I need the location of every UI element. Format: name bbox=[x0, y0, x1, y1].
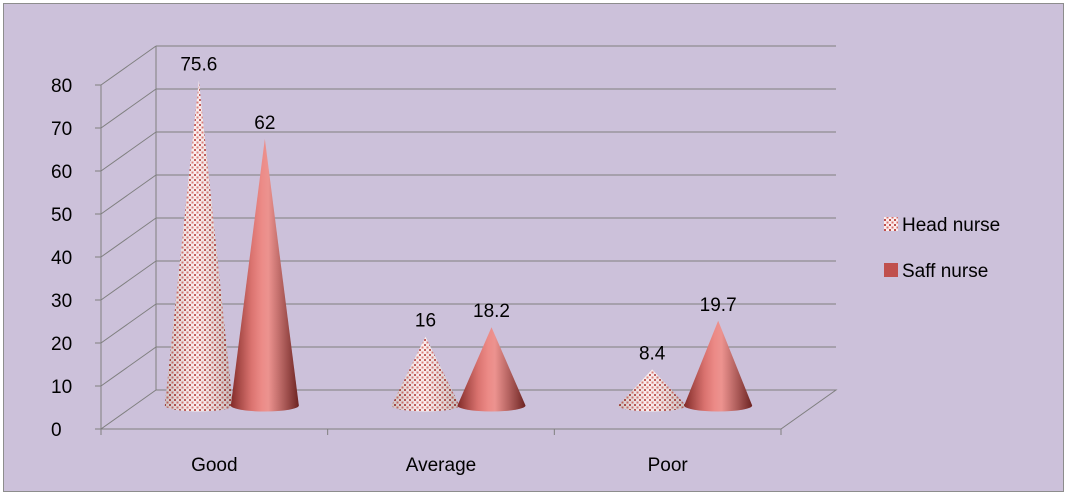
gridline-side bbox=[100, 217, 157, 258]
data-label: 75.6 bbox=[180, 54, 217, 75]
data-label: 16 bbox=[415, 311, 436, 332]
data-label: 62 bbox=[254, 113, 275, 134]
gridline-side bbox=[100, 174, 157, 215]
legend-label: Head nurse bbox=[902, 215, 1000, 236]
y-tick-label: 20 bbox=[51, 334, 72, 355]
gridline-side bbox=[100, 131, 157, 172]
legend-item: Saff nurse bbox=[884, 261, 988, 282]
legend-swatch bbox=[884, 263, 898, 277]
legend-label: Saff nurse bbox=[902, 261, 988, 282]
y-tick-label: 50 bbox=[51, 205, 72, 226]
y-tick-label: 0 bbox=[51, 420, 62, 441]
data-label: 18.2 bbox=[473, 301, 510, 322]
axes bbox=[95, 46, 838, 435]
y-axis-tick-labels: 0 10 20 30 40 50 60 70 80 bbox=[51, 76, 72, 441]
data-labels: 75.6 62 16 18.2 8.4 19.7 bbox=[180, 54, 736, 364]
cone-shade bbox=[457, 327, 526, 412]
gridline-side bbox=[100, 303, 157, 344]
gridline-side bbox=[100, 45, 157, 86]
y-tick-label: 10 bbox=[51, 377, 72, 398]
y-tick-label: 60 bbox=[51, 162, 72, 183]
data-label: 19.7 bbox=[700, 295, 737, 316]
cone-average-saff-nurse bbox=[457, 327, 526, 412]
cone-poor-head-nurse bbox=[618, 369, 687, 412]
category-labels: Good Average Poor bbox=[191, 455, 688, 476]
cone-shade bbox=[391, 336, 460, 412]
cone-good-saff-nurse bbox=[230, 138, 299, 412]
cone-shade bbox=[618, 369, 687, 412]
cone-chart: 0 10 20 30 40 50 60 70 80 75.6 62 16 18.2 8.4 19.7 Go… bbox=[51, 45, 1000, 476]
y-tick-label: 80 bbox=[51, 76, 72, 97]
y-tick-label: 40 bbox=[51, 248, 72, 269]
cone-average-head-nurse bbox=[391, 336, 460, 412]
cone-shade bbox=[230, 138, 299, 412]
cone-poor-saff-nurse bbox=[684, 320, 753, 412]
category-label: Good bbox=[191, 455, 237, 476]
gridline-side bbox=[100, 88, 157, 129]
data-label: 8.4 bbox=[639, 343, 666, 364]
y-tick-label: 30 bbox=[51, 291, 72, 312]
category-label: Average bbox=[406, 455, 476, 476]
gridline-side bbox=[100, 346, 157, 387]
legend-swatch bbox=[884, 217, 898, 231]
gridline-side bbox=[100, 260, 157, 301]
cone-shade bbox=[684, 320, 753, 412]
legend-item: Head nurse bbox=[884, 215, 1000, 236]
category-label: Poor bbox=[648, 455, 689, 476]
cones bbox=[164, 80, 753, 412]
cone-shade bbox=[164, 80, 233, 412]
cone-good-head-nurse bbox=[164, 80, 233, 412]
legend: Head nurse Saff nurse bbox=[884, 215, 1000, 282]
chart-area: 0 10 20 30 40 50 60 70 80 75.6 62 16 18.2 8.4 19.7 Go… bbox=[3, 3, 1064, 492]
y-tick-label: 70 bbox=[51, 119, 72, 140]
